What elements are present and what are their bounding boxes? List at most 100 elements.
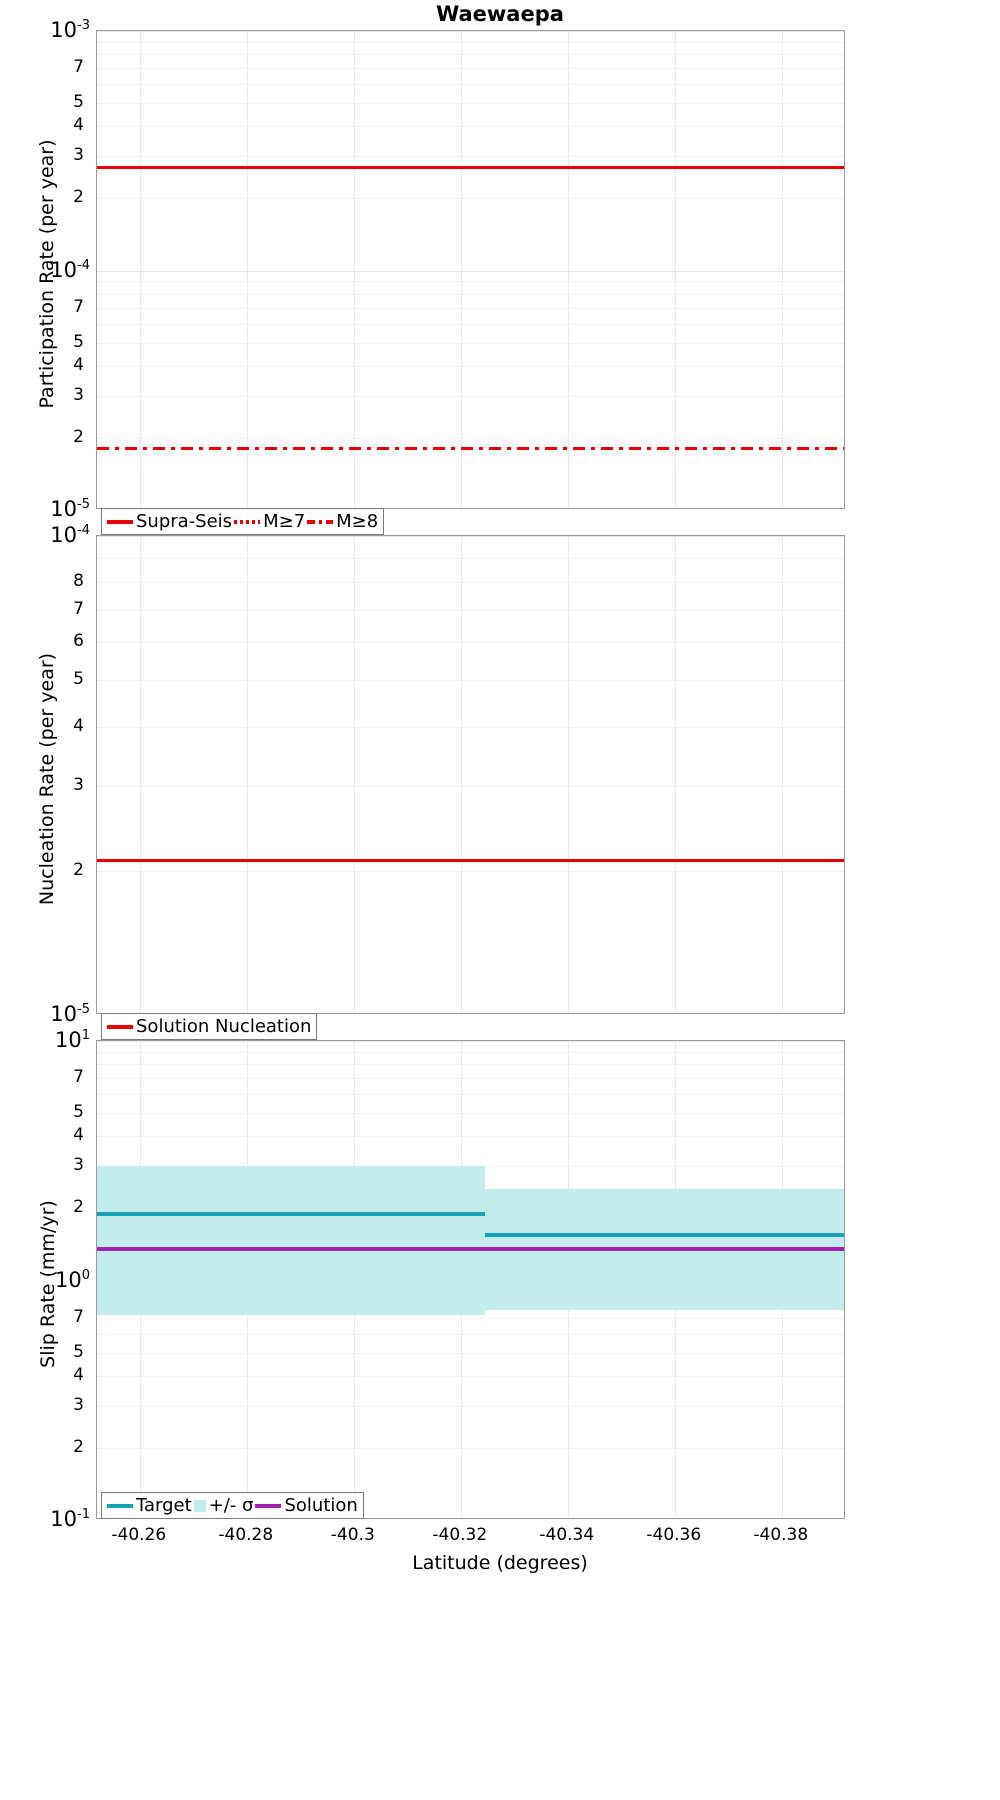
y-tick-label-minor: 2 [73,1436,84,1457]
legend-item[interactable]: Target [107,1495,192,1516]
y-tick-label-major: 10-5 [50,497,90,521]
gridline-horizontal-minor [97,54,844,56]
gridline-horizontal-minor [97,1113,844,1115]
gridline-horizontal-minor [97,84,844,86]
x-tick-label: -40.32 [432,1525,488,1545]
legend-item[interactable]: M≥7 [234,511,305,532]
y-axis-label-nucleation: Nucleation Rate (per year) [36,652,58,906]
legend-label: Solution [284,1495,358,1516]
series-line-target [97,1211,485,1216]
panel-participation-rate [96,30,845,509]
y-tick-label-minor: 3 [73,384,84,405]
legend-label: Solution Nucleation [136,1016,312,1037]
gridline-horizontal-minor [97,1447,844,1449]
gridline-horizontal-minor [97,323,844,325]
gridline-vertical [353,536,355,1013]
y-tick-label-minor: 3 [73,145,84,166]
y-tick-label-minor: 5 [73,1341,84,1362]
legend-participation[interactable]: Supra-Seis M≥7 M≥8 [101,508,385,535]
gridline-horizontal-minor [97,1136,844,1138]
legend-label: +/- σ [208,1495,254,1516]
gridline-horizontal-minor [97,610,844,612]
y-tick-label-major: 10-1 [50,1507,90,1531]
gridline-vertical [139,536,141,1013]
y-tick-label-minor: 2 [73,1197,84,1218]
plot-area-nucleation [97,536,844,1013]
series-line-solution-nucleation [97,859,844,863]
x-tick-label: -40.3 [330,1525,375,1545]
gridline-horizontal-minor [97,1064,844,1066]
gridline-horizontal-minor [97,395,844,397]
gridline-vertical [246,536,248,1013]
legend-item[interactable]: Solution [255,1495,358,1516]
gridline-vertical [460,31,462,508]
y-tick-label-major: 10-3 [50,18,90,42]
y-tick-label-minor: 6 [73,631,84,652]
y-tick-label-major: 10-4 [50,257,90,282]
y-tick-label-minor: 3 [73,775,84,796]
gridline-horizontal-minor [97,41,844,43]
x-tick-label: -40.36 [646,1525,702,1545]
x-tick-label: -40.34 [539,1525,595,1545]
gridline-horizontal-minor [97,1051,844,1053]
gridline-horizontal-minor [97,1317,844,1319]
gridline-horizontal-minor [97,726,844,728]
gridline-horizontal-minor [97,642,844,644]
y-tick-label-minor: 4 [73,354,84,375]
legend-swatch-icon [255,1503,282,1508]
gridline-horizontal-minor [97,582,844,584]
series-line-solution [97,1247,844,1252]
series-line-target [484,1232,844,1237]
legend-swatch-icon [107,1024,133,1029]
legend-label: M≥7 [263,511,306,532]
gridline-vertical [781,536,783,1013]
y-tick-label-minor: 8 [73,571,84,592]
gridline-horizontal-minor [97,1078,844,1080]
y-tick-label-minor: 2 [73,426,84,447]
legend-item[interactable]: Solution Nucleation [107,1016,311,1037]
y-tick-label-major: 10-4 [50,523,90,547]
x-tick-label: -40.26 [111,1525,167,1545]
plot-area-sliprate [97,1041,844,1518]
legend-item[interactable]: +/- σ [193,1495,254,1516]
legend-sliprate[interactable]: Target +/- σ Solution [101,1492,364,1519]
gridline-vertical [567,31,569,508]
legend-item[interactable]: M≥8 [307,511,378,532]
legend-nucleation[interactable]: Solution Nucleation [101,1013,318,1040]
gridline-vertical [674,31,676,508]
legend-label: Supra-Seis [136,511,233,532]
y-tick-label-minor: 7 [73,57,84,78]
y-tick-label-minor: 7 [73,1067,84,1088]
gridline-horizontal-minor [97,307,844,309]
y-tick-label-minor: 4 [73,715,84,736]
y-tick-label-minor: 5 [73,669,84,690]
y-tick-label-minor: 7 [73,1306,84,1327]
y-tick-label-minor: 4 [73,1364,84,1385]
legend-label: M≥8 [336,511,379,532]
legend-item[interactable]: Supra-Seis [107,511,232,532]
gridline-horizontal-minor [97,103,844,105]
gridline-horizontal-minor [97,870,844,872]
y-tick-label-minor: 4 [73,115,84,136]
legend-swatch-icon [107,1503,133,1508]
gridline-horizontal-minor [97,1333,844,1335]
gridline-vertical [674,536,676,1013]
gridline-vertical [567,536,569,1013]
y-tick-label-major: 100 [54,1267,90,1292]
legend-swatch-icon [234,519,261,524]
gridline-horizontal-minor [97,680,844,682]
gridline-horizontal-minor [97,437,844,439]
gridline-horizontal-minor [97,126,844,128]
gridline-horizontal-minor [97,365,844,367]
gridline-horizontal-minor [97,557,844,559]
gridline-horizontal [97,270,844,272]
gridline-horizontal-minor [97,281,844,283]
series-line-m-7 [97,166,844,170]
y-tick-label-minor: 5 [73,92,84,113]
panel-nucleation-rate [96,535,845,1014]
x-tick-label: -40.28 [218,1525,274,1545]
y-tick-label-minor: 3 [73,1394,84,1415]
y-tick-label-major: 10-5 [50,1002,90,1026]
gridline-vertical [460,536,462,1013]
